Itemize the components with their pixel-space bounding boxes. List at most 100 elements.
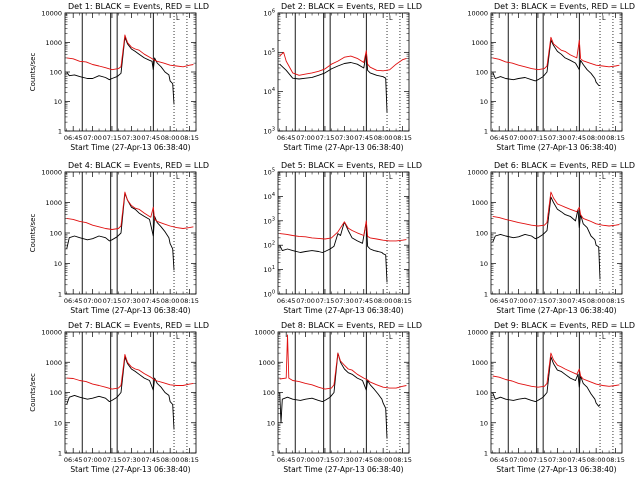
x-tick-label: 07:30 xyxy=(335,297,354,305)
plot-frame xyxy=(277,171,410,295)
x-tick-label: 08:00 xyxy=(161,297,180,305)
plot-frame xyxy=(277,12,410,132)
y-tick-label: 100 xyxy=(476,389,488,397)
y-tick-label: 104 xyxy=(264,192,275,201)
x-tick-label: 06:45 xyxy=(277,297,296,305)
y-tick-label: 1 xyxy=(484,128,488,136)
x-tick-label: 07:15 xyxy=(316,297,335,305)
y-tick-label: 100 xyxy=(264,290,275,299)
x-tick-label: 07:15 xyxy=(529,134,548,142)
x-tick-label: 07:15 xyxy=(529,297,548,305)
x-tick-label: 07:00 xyxy=(296,456,315,464)
panel-title: Det 2: BLACK = Events, RED = LLD xyxy=(281,2,422,11)
x-axis-label: Start Time (27-Apr-13 06:38:40) xyxy=(496,306,616,315)
y-tick-label: 103 xyxy=(264,216,275,225)
x-tick-label: 07:45 xyxy=(354,297,373,305)
x-tick-label: 07:30 xyxy=(548,134,567,142)
events-series-line xyxy=(492,196,601,280)
panel-det-7: Det 7: BLACK = Events, RED = LLD 1 10 100 10… xyxy=(29,321,209,474)
panel-title: Det 5: BLACK = Events, RED = LLD xyxy=(281,161,422,170)
y-tick-label: 105 xyxy=(264,168,275,177)
y-tick-label: 1 xyxy=(484,450,488,458)
y-tick-label: 10000 xyxy=(41,169,62,177)
x-axis-label: Start Time (27-Apr-13 06:38:40) xyxy=(496,465,616,474)
panel-title: Det 4: BLACK = Events, RED = LLD xyxy=(68,161,209,170)
y-tick-label: 10 xyxy=(480,260,488,268)
legend-mark: L xyxy=(602,333,606,341)
x-tick-label: 08:00 xyxy=(161,456,180,464)
y-tick-label: 1 xyxy=(484,291,488,299)
y-tick-label: 1 xyxy=(271,450,275,458)
events-series-line xyxy=(279,352,388,439)
x-tick-label: 07:15 xyxy=(316,456,335,464)
y-tick-label: 10000 xyxy=(467,329,488,337)
x-axis-label: Start Time (27-Apr-13 06:38:40) xyxy=(283,465,403,474)
panel-det-5: Det 5: BLACK = Events, RED = LLD 100 101 10… xyxy=(264,161,422,315)
y-tick-label: 1000 xyxy=(471,39,488,47)
x-tick-label: 07:30 xyxy=(335,134,354,142)
panel-det-2: Det 2: BLACK = Events, RED = LLD 103 104 10… xyxy=(264,2,422,152)
plot-frame xyxy=(64,331,197,454)
y-tick-label: 1 xyxy=(58,291,62,299)
lld-series-line xyxy=(66,34,194,71)
y-tick-label: 106 xyxy=(264,9,275,18)
x-tick-label: 07:15 xyxy=(316,134,335,142)
x-tick-label: 08:00 xyxy=(374,456,393,464)
x-tick-label: 07:45 xyxy=(141,134,160,142)
x-tick-label: 07:00 xyxy=(83,456,102,464)
panel-title: Det 6: BLACK = Events, RED = LLD xyxy=(494,161,635,170)
panel-det-4: Det 4: BLACK = Events, RED = LLD 1 10 100 10… xyxy=(29,161,209,315)
x-tick-label: 07:45 xyxy=(567,456,586,464)
lld-series-line xyxy=(279,334,407,390)
y-tick-label: 103 xyxy=(264,127,275,136)
x-tick-label: 08:15 xyxy=(393,297,412,305)
x-tick-label: 06:45 xyxy=(277,456,296,464)
y-tick-label: 10 xyxy=(480,98,488,106)
y-tick-label: 10 xyxy=(267,419,275,427)
events-series-line xyxy=(279,51,388,113)
y-tick-label: 100 xyxy=(50,389,62,397)
y-tick-label: 10000 xyxy=(467,10,488,18)
x-tick-label: 08:15 xyxy=(180,456,199,464)
y-tick-label: 100 xyxy=(50,230,62,238)
x-tick-label: 07:00 xyxy=(509,456,528,464)
events-series-line xyxy=(66,192,175,271)
x-tick-label: 07:15 xyxy=(103,134,122,142)
x-tick-label: 07:30 xyxy=(122,297,141,305)
y-tick-label: 10000 xyxy=(41,329,62,337)
y-tick-label: 1000 xyxy=(258,359,275,367)
y-tick-label: 10 xyxy=(54,419,62,427)
lld-series-line xyxy=(492,191,620,227)
panel-title: Det 3: BLACK = Events, RED = LLD xyxy=(494,2,635,11)
y-tick-label: 102 xyxy=(264,241,275,250)
plot-frame xyxy=(490,12,623,132)
y-axis-label: Counts/sec xyxy=(29,373,37,412)
legend-mark: L xyxy=(176,333,180,341)
y-tick-label: 1000 xyxy=(471,359,488,367)
x-tick-label: 07:30 xyxy=(122,134,141,142)
x-tick-label: 07:30 xyxy=(548,297,567,305)
x-tick-label: 08:15 xyxy=(393,134,412,142)
y-tick-label: 1000 xyxy=(45,359,62,367)
x-tick-label: 08:00 xyxy=(161,134,180,142)
y-tick-label: 1000 xyxy=(471,199,488,207)
x-tick-label: 06:45 xyxy=(64,456,83,464)
x-tick-label: 08:15 xyxy=(393,456,412,464)
x-tick-label: 08:00 xyxy=(374,134,393,142)
legend-mark: L xyxy=(602,173,606,181)
y-tick-label: 100 xyxy=(476,69,488,77)
legend-mark: L xyxy=(389,173,393,181)
panel-det-6: Det 6: BLACK = Events, RED = LLD 1 10 100 10… xyxy=(467,161,635,315)
x-tick-label: 07:45 xyxy=(567,297,586,305)
x-tick-label: 07:00 xyxy=(509,134,528,142)
events-series-line xyxy=(279,221,388,283)
x-tick-label: 07:30 xyxy=(335,456,354,464)
legend-mark: L xyxy=(602,14,606,22)
x-tick-label: 07:00 xyxy=(83,297,102,305)
y-tick-label: 10000 xyxy=(467,169,488,177)
x-tick-label: 06:45 xyxy=(64,134,83,142)
panel-title: Det 7: BLACK = Events, RED = LLD xyxy=(68,321,209,330)
panel-det-3: Det 3: BLACK = Events, RED = LLD 1 10 100 10… xyxy=(467,2,635,152)
events-series-line xyxy=(492,356,601,407)
